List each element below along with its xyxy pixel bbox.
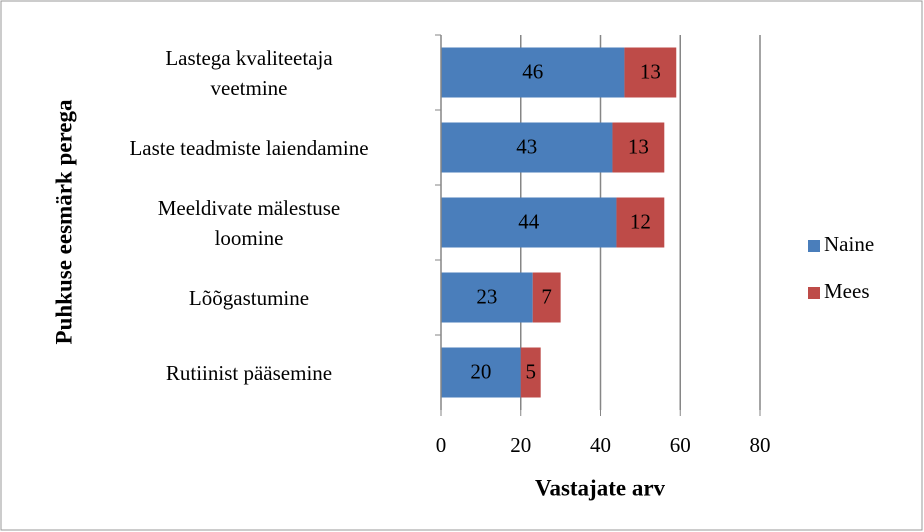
x-tick-label: 80 [750,433,771,457]
bar [520,347,541,398]
y-tick-label: Lastega kvaliteetaja veetmine [165,45,333,100]
data-label: 44 [518,209,540,233]
data-label: 13 [640,59,661,83]
data-label: 23 [476,284,497,308]
bar [441,347,521,398]
y-tick-label: Lõõgastumine [188,285,310,310]
legend-swatch [808,240,820,252]
bar [441,197,617,248]
data-label: 7 [541,284,552,308]
bar [624,47,677,98]
y-tick-label: Rutiinist pääsemine [165,360,333,385]
y-tick-label: Laste teadmiste laiendamine [129,135,369,160]
bar [441,272,533,323]
x-tick-label: 40 [590,433,611,457]
data-label: 5 [525,359,536,383]
x-tick-label: 60 [670,433,691,457]
bar [441,47,625,98]
data-label: 13 [628,134,649,158]
legend-swatch [808,287,820,299]
data-label: 46 [522,59,543,83]
legend-label: Naine [824,232,874,256]
data-label: 20 [470,359,491,383]
x-tick-label: 20 [510,433,531,457]
bar [612,122,665,173]
y-tick-label: Meeldivate mälestuse loomine [157,195,341,250]
bar [616,197,665,248]
bar [532,272,561,323]
bar [441,122,613,173]
data-label: 12 [630,209,651,233]
x-tick-label: 0 [436,433,447,457]
legend-label: Mees [824,279,870,303]
x-axis-title: Vastajate arv [535,475,666,500]
y-axis-title: Puhkuse eesmärk perega [51,99,76,344]
data-label: 43 [516,134,537,158]
